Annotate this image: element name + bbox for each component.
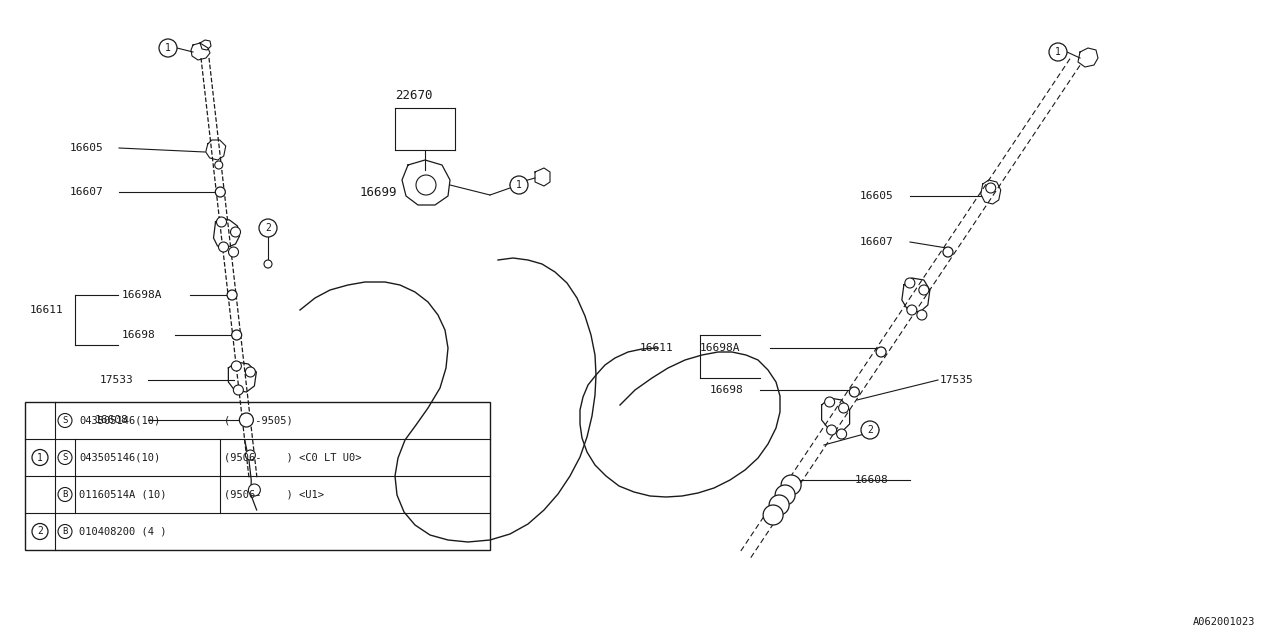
Circle shape — [58, 451, 72, 465]
Text: 16611: 16611 — [640, 343, 673, 353]
Circle shape — [248, 484, 260, 496]
Circle shape — [259, 219, 276, 237]
Circle shape — [233, 385, 243, 395]
Text: B: B — [63, 490, 68, 499]
Circle shape — [838, 403, 849, 413]
Circle shape — [905, 278, 915, 288]
Circle shape — [763, 505, 783, 525]
Text: 2: 2 — [867, 425, 873, 435]
Text: 16608: 16608 — [855, 475, 888, 485]
Circle shape — [916, 310, 927, 320]
Text: 17533: 17533 — [100, 375, 133, 385]
Circle shape — [230, 227, 241, 237]
Text: 16611: 16611 — [29, 305, 64, 315]
Text: 2: 2 — [37, 527, 44, 536]
Text: S: S — [63, 416, 68, 425]
Circle shape — [264, 260, 273, 268]
Text: 16607: 16607 — [860, 237, 893, 247]
Circle shape — [32, 449, 49, 465]
Circle shape — [509, 176, 529, 194]
Circle shape — [776, 485, 795, 505]
Circle shape — [943, 247, 952, 257]
Circle shape — [58, 525, 72, 538]
Circle shape — [246, 450, 256, 460]
Circle shape — [1050, 43, 1068, 61]
Text: 01160514A (10): 01160514A (10) — [79, 490, 166, 499]
Text: 16698A: 16698A — [122, 290, 163, 300]
Circle shape — [781, 475, 801, 495]
Text: B: B — [63, 527, 68, 536]
Text: S: S — [63, 453, 68, 462]
Text: (    -9505): ( -9505) — [224, 415, 293, 426]
Text: 16607: 16607 — [70, 187, 104, 197]
Bar — [26, 402, 490, 550]
Circle shape — [986, 183, 996, 193]
Circle shape — [232, 330, 242, 340]
Circle shape — [58, 488, 72, 502]
Circle shape — [229, 247, 238, 257]
Text: 16605: 16605 — [70, 143, 104, 153]
Circle shape — [215, 161, 223, 169]
Text: 16699: 16699 — [360, 186, 398, 198]
Text: 043505146(10): 043505146(10) — [79, 415, 160, 426]
Text: 043505146(10): 043505146(10) — [79, 452, 160, 463]
Circle shape — [215, 187, 225, 197]
Circle shape — [232, 361, 242, 371]
Circle shape — [219, 242, 229, 252]
Circle shape — [769, 495, 790, 515]
Circle shape — [850, 387, 859, 397]
Circle shape — [876, 347, 886, 357]
Text: 2: 2 — [265, 223, 271, 233]
Circle shape — [32, 524, 49, 540]
Circle shape — [919, 285, 929, 295]
Circle shape — [216, 217, 227, 227]
Text: 16698A: 16698A — [700, 343, 741, 353]
Text: (9506-    ) <U1>: (9506- ) <U1> — [224, 490, 324, 499]
Circle shape — [827, 425, 837, 435]
Text: (9506-    ) <C0 LT U0>: (9506- ) <C0 LT U0> — [224, 452, 361, 463]
Text: 17535: 17535 — [940, 375, 974, 385]
Text: 16605: 16605 — [860, 191, 893, 201]
Circle shape — [906, 305, 916, 315]
Circle shape — [246, 367, 256, 377]
Text: 1: 1 — [516, 180, 522, 190]
Text: A062001023: A062001023 — [1193, 617, 1254, 627]
Circle shape — [837, 429, 846, 439]
Text: 22670: 22670 — [396, 88, 433, 102]
Circle shape — [416, 175, 436, 195]
Circle shape — [861, 421, 879, 439]
Text: 1: 1 — [165, 43, 172, 53]
Text: 1: 1 — [1055, 47, 1061, 57]
Circle shape — [824, 397, 835, 407]
Text: 010408200 (4 ): 010408200 (4 ) — [79, 527, 166, 536]
Text: 16608: 16608 — [95, 415, 129, 425]
Text: 16698: 16698 — [710, 385, 744, 395]
Circle shape — [159, 39, 177, 57]
Circle shape — [239, 413, 253, 427]
Text: 16698: 16698 — [122, 330, 156, 340]
Circle shape — [58, 413, 72, 428]
Circle shape — [227, 290, 237, 300]
Text: 1: 1 — [37, 452, 44, 463]
